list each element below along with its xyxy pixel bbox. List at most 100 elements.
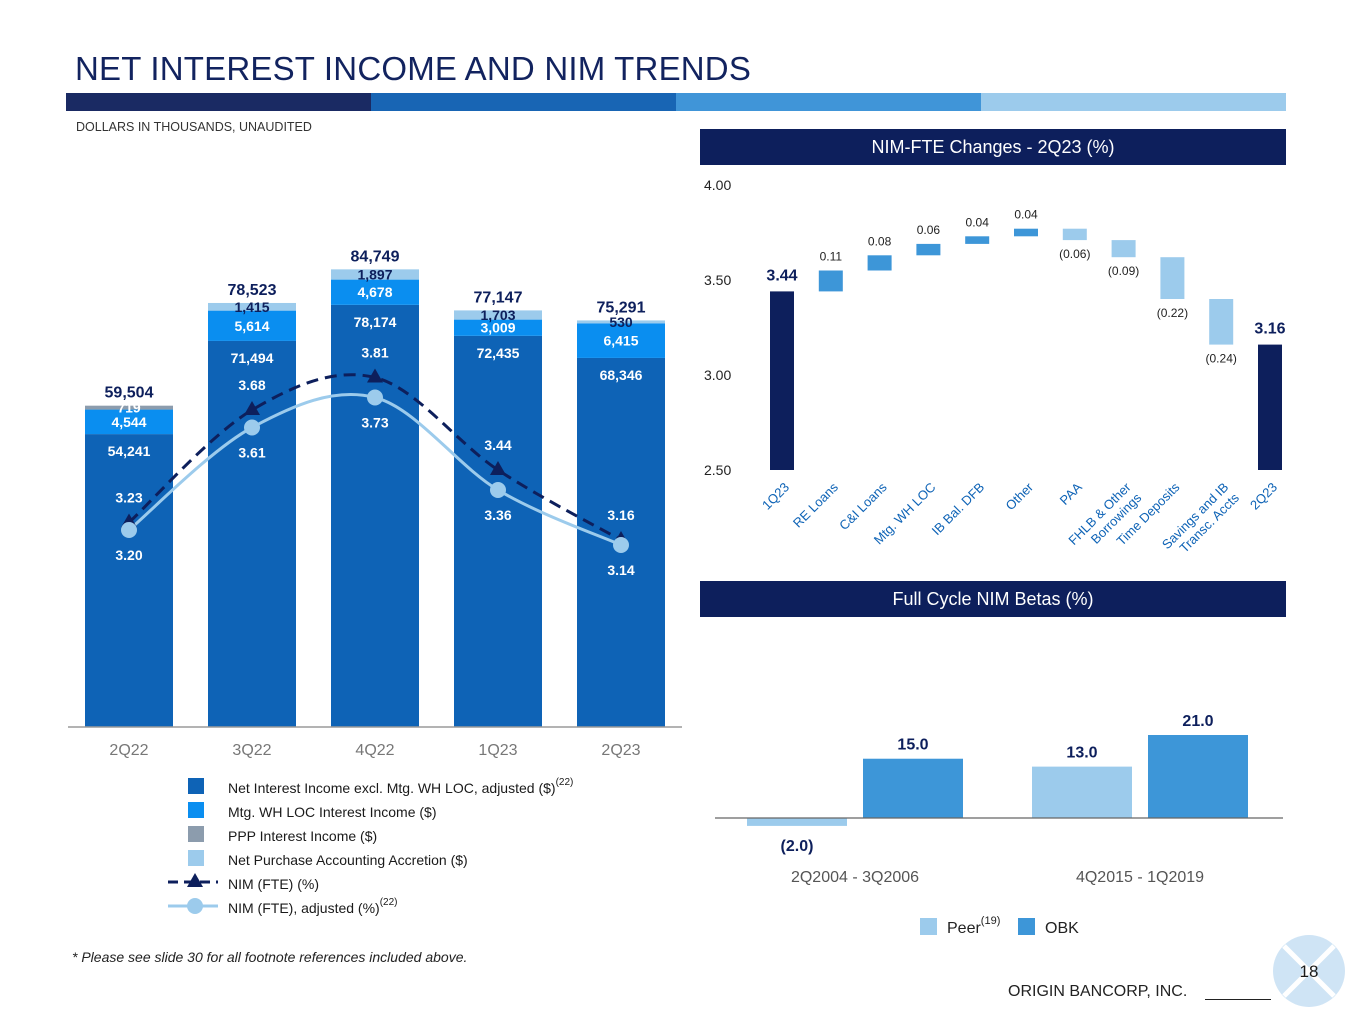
badge-cross (1282, 944, 1336, 998)
waterfall-value-label: 0.06 (917, 223, 941, 237)
x-tick-label: 3Q22 (232, 742, 271, 759)
bar-segment-label: 4,544 (111, 414, 146, 430)
legend-label: NIM (FTE) (%) (228, 876, 319, 892)
beta-legend-swatch (920, 918, 937, 935)
bar-segment-label: 78,174 (354, 314, 397, 330)
waterfall-bar (916, 243, 941, 256)
bar-total-label: 77,147 (474, 289, 523, 306)
legend-label: Net Purchase Accounting Accretion ($) (228, 852, 468, 868)
y-tick-label: 3.50 (704, 272, 731, 288)
nim-fte-label: 3.44 (484, 437, 511, 453)
y-tick-label: 3.00 (704, 367, 731, 383)
waterfall-category-label: PAA (1057, 479, 1086, 508)
waterfall-value-label: 0.04 (966, 215, 990, 229)
waterfall-bar (965, 236, 990, 244)
bar-segment-label: 4,678 (357, 284, 392, 300)
legend-label: Mtg. WH LOC Interest Income ($) (228, 804, 437, 820)
beta-value-label: 15.0 (897, 737, 928, 754)
company-name: ORIGIN BANCORP, INC. (1008, 983, 1188, 1000)
beta-bar (747, 818, 847, 826)
waterfall-bar (1209, 299, 1234, 345)
waterfall-value-label: 3.16 (1254, 321, 1285, 338)
nim-betas-header: Full Cycle NIM Betas (%) (700, 581, 1286, 617)
bar-segment-label: 1,415 (234, 299, 269, 315)
bar-segment (85, 405, 173, 410)
bar-segment (577, 320, 665, 324)
bar-total-label: 59,504 (105, 385, 154, 402)
legend-swatch (188, 802, 204, 818)
legend-superscript: (22) (380, 897, 398, 908)
nim-fte-adjusted-marker (490, 482, 506, 498)
nim-fte-adjusted-marker (244, 419, 260, 436)
bar-segment-label: 5,614 (234, 318, 269, 334)
net-interest-income-legend: Net Interest Income excl. Mtg. WH LOC, a… (168, 777, 573, 916)
waterfall-category-line: PAA (1057, 479, 1086, 508)
nim-fte-line (127, 373, 622, 542)
bar-segment-label: 71,494 (231, 350, 274, 366)
nim-changes-header: NIM-FTE Changes - 2Q23 (%) (700, 129, 1286, 165)
beta-legend-superscript: (19) (981, 915, 1001, 927)
legend-swatch (188, 850, 204, 866)
bar-segment (454, 319, 542, 336)
beta-category-label: 2Q2004 - 3Q2006 (791, 869, 919, 886)
waterfall-value-label: 0.11 (820, 250, 843, 264)
waterfall-category-line: RE Loans (790, 479, 841, 530)
nim-fte-label: 3.68 (238, 377, 265, 393)
bar-segment-label: 530 (609, 314, 633, 330)
x-tick-label: 1Q23 (478, 742, 517, 759)
bar-segment (208, 340, 296, 727)
waterfall-bar (1062, 228, 1087, 241)
legend-swatch (188, 826, 204, 842)
waterfall-value-label: (0.06) (1059, 247, 1090, 261)
legend-label: PPP Interest Income ($) (228, 828, 377, 844)
nim-fte-adjusted-label: 3.14 (607, 562, 634, 578)
legend-marker (187, 873, 203, 887)
waterfall-value-label: 0.04 (1014, 208, 1038, 222)
waterfall-category-label: Other (1003, 479, 1037, 513)
bar-segment-label: 719 (117, 400, 141, 416)
legend-label: Net Interest Income excl. Mtg. WH LOC, a… (228, 777, 573, 796)
waterfall-value-label: (0.24) (1206, 352, 1237, 366)
nim-betas-chart: (2.0) 15.0 2Q2004 - 3Q2006 13.0 21.0 4Q2015 -… (715, 713, 1283, 937)
legend-marker (187, 898, 203, 914)
bar-segment (331, 279, 419, 305)
bar-segment-label: 1,897 (357, 266, 392, 282)
x-tick-label: 2Q23 (601, 742, 640, 759)
y-tick-label: 4.00 (704, 177, 731, 193)
nim-fte-label: 3.23 (115, 490, 142, 506)
beta-value-label: 21.0 (1182, 713, 1213, 730)
footnote: * Please see slide 30 for all footnote r… (72, 949, 468, 965)
bar-segment (208, 302, 296, 311)
bar-total-label: 84,749 (351, 248, 400, 265)
bar-segment (454, 310, 542, 320)
waterfall-bar (1258, 344, 1282, 470)
waterfall-bar (1111, 240, 1136, 258)
waterfall-bar (818, 270, 843, 292)
beta-legend-swatch (1018, 918, 1035, 935)
nim-fte-adjusted-marker (121, 522, 137, 538)
beta-bar (1148, 735, 1248, 818)
beta-value-label: (2.0) (781, 838, 814, 855)
beta-value-label: 13.0 (1066, 745, 1097, 762)
company-rule (1205, 999, 1271, 1000)
nim-fte-label: 3.81 (361, 345, 388, 361)
bar-segment (577, 323, 665, 358)
waterfall-category-label: RE Loans (790, 479, 841, 530)
x-tick-label: 4Q22 (355, 742, 394, 759)
waterfall-category-label: 2Q23 (1247, 480, 1280, 513)
x-tick-label: 2Q22 (109, 742, 148, 759)
beta-bar (863, 758, 963, 818)
stripe-segment (981, 93, 1286, 111)
waterfall-value-label: 0.08 (868, 234, 892, 248)
bar-segment (331, 269, 419, 280)
page-number: 18 (1300, 962, 1319, 981)
nim-changes-waterfall-chart: 4.00 3.50 3.00 2.50 3.44 1Q23 0.11 RE Loans 0.08… (704, 177, 1286, 556)
bar-total-label: 75,291 (597, 299, 646, 316)
bar-segment (85, 434, 173, 727)
page-subtitle: DOLLARS IN THOUSANDS, UNAUDITED (76, 120, 312, 134)
legend-superscript: (22) (556, 777, 574, 788)
waterfall-bar (867, 255, 892, 271)
waterfall-bar (1014, 228, 1038, 237)
bar-segment (454, 335, 542, 727)
